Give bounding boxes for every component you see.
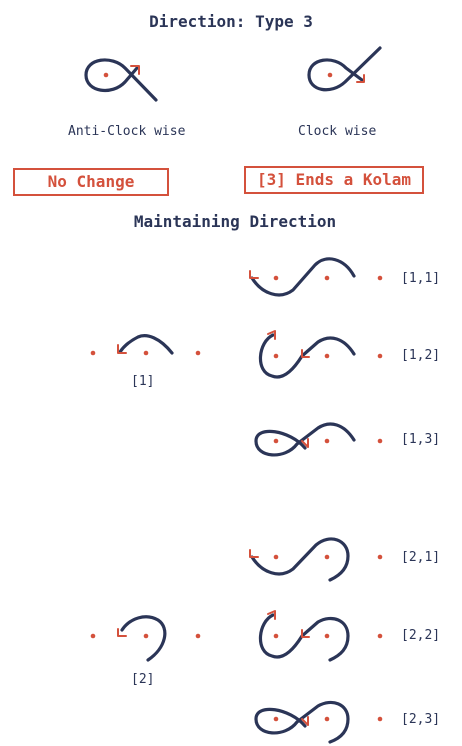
- no-change-box: No Change: [13, 168, 169, 196]
- variant-pattern-2-2: [258, 610, 383, 662]
- variant-pattern-1-3: [254, 422, 383, 457]
- variant-pattern-2-3: [254, 700, 383, 744]
- variant-label-1-1: [1,1]: [401, 271, 441, 286]
- page-title: Direction: Type 3: [149, 12, 313, 31]
- variant-pattern-1-1: [249, 257, 383, 297]
- base-label-2: [2]: [131, 672, 155, 687]
- variant-label-2-1: [2,1]: [401, 550, 441, 565]
- clockwise-caption: Clock wise: [298, 124, 377, 139]
- variant-pattern-1-2: [258, 330, 383, 379]
- variant-label-1-3: [1,3]: [401, 432, 441, 447]
- base-label-1: [1]: [131, 374, 155, 389]
- variant-pattern-2-1: [249, 537, 383, 582]
- variant-label-1-2: [1,2]: [401, 348, 441, 363]
- base-pattern-1: [90, 334, 201, 356]
- anticlockwise-caption: Anti-Clock wise: [68, 124, 186, 139]
- variant-label-2-2: [2,2]: [401, 628, 441, 643]
- variant-label-2-3: [2,3]: [401, 712, 441, 727]
- base-pattern-2: [90, 615, 201, 662]
- ends-kolam-box: [3] Ends a Kolam: [244, 166, 424, 194]
- clockwise-loop-figure: [307, 46, 382, 92]
- section-title: Maintaining Direction: [133, 212, 337, 231]
- anticlockwise-loop-figure: [84, 58, 158, 102]
